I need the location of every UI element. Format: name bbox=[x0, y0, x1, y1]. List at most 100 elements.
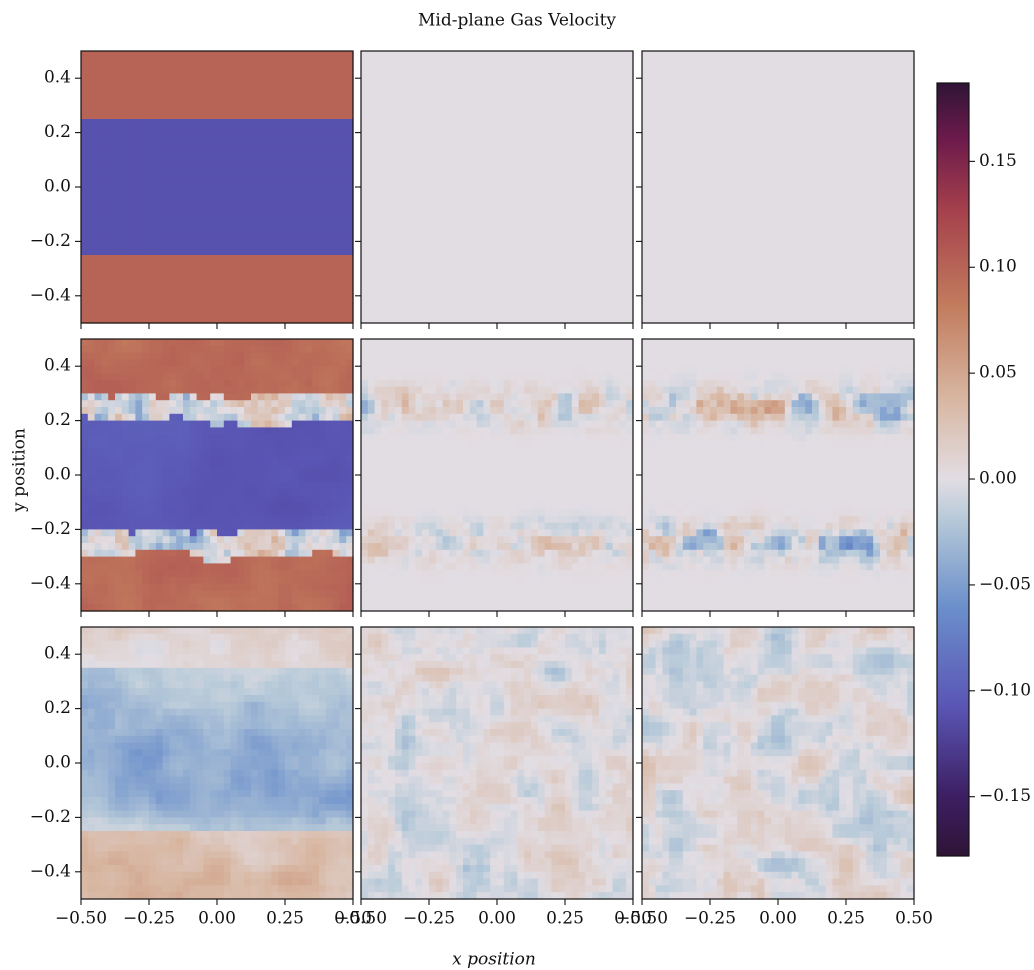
field-cell bbox=[606, 65, 613, 72]
field-cell bbox=[504, 235, 511, 242]
field-cell bbox=[95, 563, 102, 570]
field-cell bbox=[504, 133, 511, 140]
panel bbox=[355, 51, 634, 329]
field-cell bbox=[826, 296, 833, 303]
field-cell bbox=[873, 180, 880, 187]
field-cell bbox=[436, 173, 443, 180]
field-cell bbox=[579, 187, 586, 194]
field-cell bbox=[285, 78, 292, 85]
field-cell bbox=[853, 146, 860, 153]
field-cell bbox=[368, 214, 375, 221]
field-cell bbox=[613, 221, 620, 228]
field-cell bbox=[656, 303, 663, 310]
field-cell bbox=[490, 180, 497, 187]
field-cell bbox=[339, 160, 346, 167]
field-cell bbox=[463, 241, 470, 248]
field-cell bbox=[730, 146, 737, 153]
field-cell bbox=[558, 85, 565, 92]
field-cell bbox=[429, 262, 436, 269]
field-cell bbox=[751, 241, 758, 248]
field-cell bbox=[149, 255, 156, 262]
field-cell bbox=[402, 282, 409, 289]
field-cell bbox=[819, 133, 826, 140]
field-cell bbox=[483, 180, 490, 187]
field-cell bbox=[237, 289, 244, 296]
field-cell bbox=[231, 309, 238, 316]
field-cell bbox=[415, 112, 422, 119]
field-cell bbox=[572, 255, 579, 262]
field-cell bbox=[135, 133, 142, 140]
field-cell bbox=[764, 296, 771, 303]
field-cell bbox=[251, 194, 258, 201]
field-cell bbox=[190, 214, 197, 221]
field-cell bbox=[299, 133, 306, 140]
field-cell bbox=[860, 65, 867, 72]
field-cell bbox=[285, 248, 292, 255]
field-cell bbox=[900, 207, 907, 214]
field-cell bbox=[798, 99, 805, 106]
field-cell bbox=[853, 194, 860, 201]
field-cell bbox=[758, 194, 765, 201]
field-cell bbox=[395, 153, 402, 160]
field-cell bbox=[599, 92, 606, 99]
field-cell bbox=[449, 139, 456, 146]
field-cell bbox=[122, 303, 129, 310]
field-cell bbox=[690, 58, 697, 65]
field-cell bbox=[95, 235, 102, 242]
field-cell bbox=[265, 289, 272, 296]
field-cell bbox=[880, 146, 887, 153]
field-cell bbox=[656, 180, 663, 187]
field-cell bbox=[744, 119, 751, 126]
field-cell bbox=[197, 58, 204, 65]
field-cell bbox=[292, 221, 299, 228]
field-cell bbox=[81, 289, 88, 296]
field-cell bbox=[108, 248, 115, 255]
field-cell bbox=[326, 173, 333, 180]
field-cell bbox=[551, 275, 558, 282]
field-cell bbox=[319, 51, 326, 58]
field-cell bbox=[785, 160, 792, 167]
field-cell bbox=[846, 228, 853, 235]
field-cell bbox=[579, 296, 586, 303]
field-cell bbox=[483, 112, 490, 119]
field-cell bbox=[778, 296, 785, 303]
field-cell bbox=[710, 289, 717, 296]
field-cell bbox=[579, 139, 586, 146]
field-cell bbox=[456, 160, 463, 167]
field-cell bbox=[839, 201, 846, 208]
field-cell bbox=[730, 99, 737, 106]
field-cell bbox=[511, 160, 518, 167]
field-cell bbox=[599, 187, 606, 194]
field-cell bbox=[606, 275, 613, 282]
field-cell bbox=[771, 153, 778, 160]
field-cell bbox=[278, 153, 285, 160]
field-cell bbox=[210, 173, 217, 180]
field-cell bbox=[751, 119, 758, 126]
field-cell bbox=[395, 248, 402, 255]
field-cell bbox=[656, 99, 663, 106]
field-cell bbox=[545, 207, 552, 214]
field-cell bbox=[792, 65, 799, 72]
field-cell bbox=[271, 133, 278, 140]
field-cell bbox=[436, 112, 443, 119]
field-cell bbox=[839, 180, 846, 187]
field-cell bbox=[565, 235, 572, 242]
field-cell bbox=[579, 71, 586, 78]
field-cell bbox=[183, 214, 190, 221]
field-cell bbox=[572, 146, 579, 153]
field-cell bbox=[183, 282, 190, 289]
field-cell bbox=[156, 160, 163, 167]
field-cell bbox=[197, 235, 204, 242]
field-cell bbox=[565, 269, 572, 276]
field-cell bbox=[244, 289, 251, 296]
field-cell bbox=[142, 71, 149, 78]
field-cell bbox=[470, 269, 477, 276]
field-cell bbox=[156, 99, 163, 106]
field-cell bbox=[443, 235, 450, 242]
field-cell bbox=[429, 255, 436, 262]
field-cell bbox=[724, 126, 731, 133]
field-cell bbox=[619, 85, 626, 92]
field-cell bbox=[142, 262, 149, 269]
field-cell bbox=[792, 194, 799, 201]
field-cell bbox=[156, 119, 163, 126]
